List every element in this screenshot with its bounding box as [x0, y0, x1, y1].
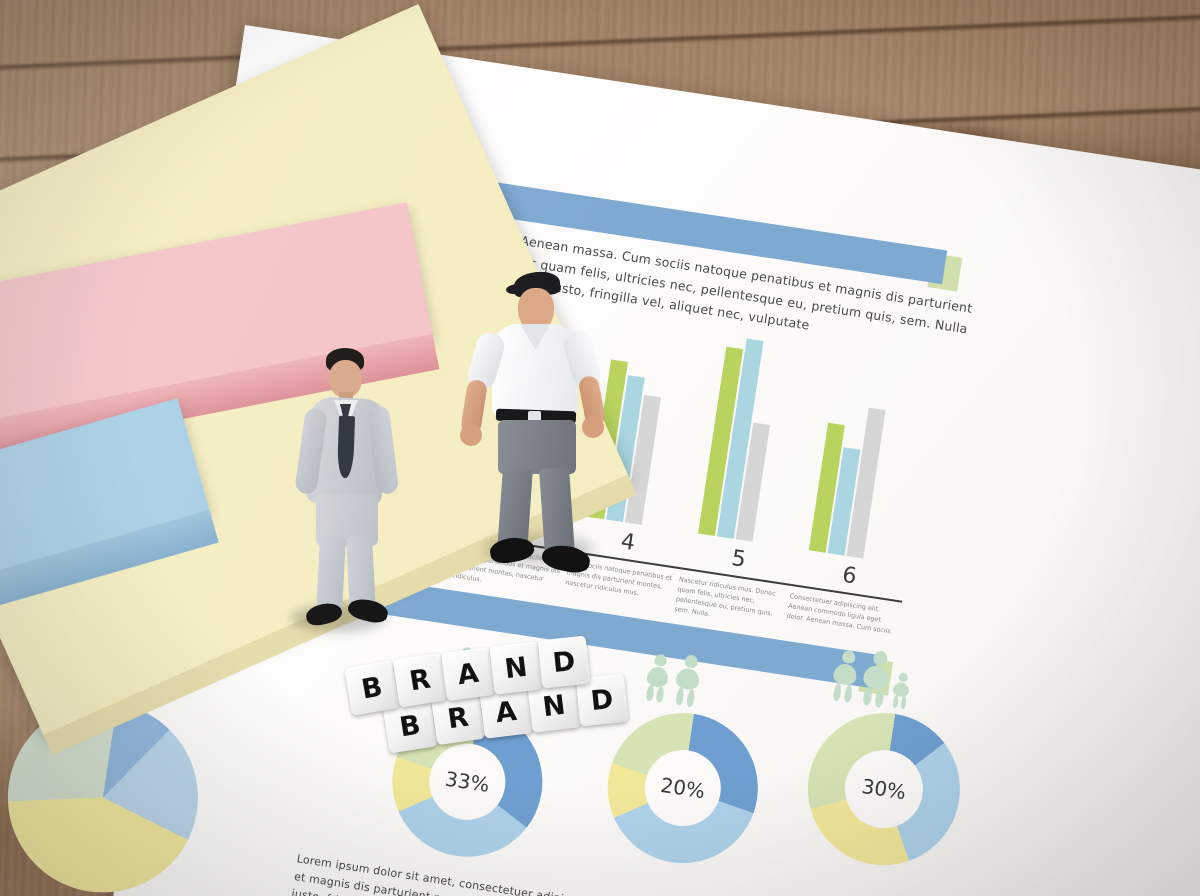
hand-right — [582, 416, 604, 438]
bead-letter: D — [551, 645, 577, 679]
bar-axis-number: 5 — [729, 545, 748, 573]
person-icon — [641, 652, 674, 704]
donut-center-1: 33% — [424, 738, 511, 826]
donut-chart-2: 20% — [597, 702, 769, 874]
bar-axis-number: 6 — [840, 562, 859, 590]
bar-axis-item-6: 6 Consectetuer adipiscing elit. Aenean c… — [786, 557, 906, 637]
tie-knot — [340, 404, 351, 418]
letter-bead-d-top: D — [537, 635, 591, 689]
leg-right — [538, 467, 576, 557]
donut-center-3: 30% — [839, 744, 929, 834]
donut-2-value: 20% — [659, 772, 707, 804]
letter-bead-r-top: R — [392, 652, 448, 708]
pictogram-group-2 — [641, 648, 705, 708]
bead-letter: A — [455, 657, 481, 691]
bead-letter: R — [407, 663, 433, 697]
donut-1-value: 33% — [443, 766, 492, 797]
figurine-man-white-shirt — [448, 269, 628, 576]
letter-bead-a-top: A — [440, 646, 496, 702]
person-icon — [669, 653, 704, 709]
bead-letter: R — [445, 701, 471, 735]
belt-buckle — [528, 411, 541, 421]
donut-3-value: 30% — [860, 773, 908, 805]
trousers-hip — [498, 420, 576, 474]
bead-letter: N — [502, 651, 530, 685]
letter-bead-b-top: B — [344, 660, 400, 716]
bead-letter: B — [397, 709, 423, 743]
band-accent-green — [927, 253, 963, 292]
figurine-businessman-grey-suit — [282, 346, 402, 646]
donut-center-2: 20% — [639, 744, 727, 832]
letter-bead-n-top: N — [489, 641, 543, 695]
bead-letter: B — [359, 670, 385, 706]
bead-letter: N — [540, 689, 568, 723]
head — [329, 360, 362, 398]
pictogram-group-3 — [827, 644, 916, 712]
donut-chart-3: 30% — [797, 702, 971, 876]
hand-left — [460, 424, 482, 446]
bead-letter: D — [589, 683, 615, 717]
bead-letter: A — [493, 695, 519, 729]
bar-axis-item-5: 5 Nascetur ridiculus mus. Donec quam fel… — [674, 541, 796, 632]
person-icon-child — [888, 671, 913, 710]
